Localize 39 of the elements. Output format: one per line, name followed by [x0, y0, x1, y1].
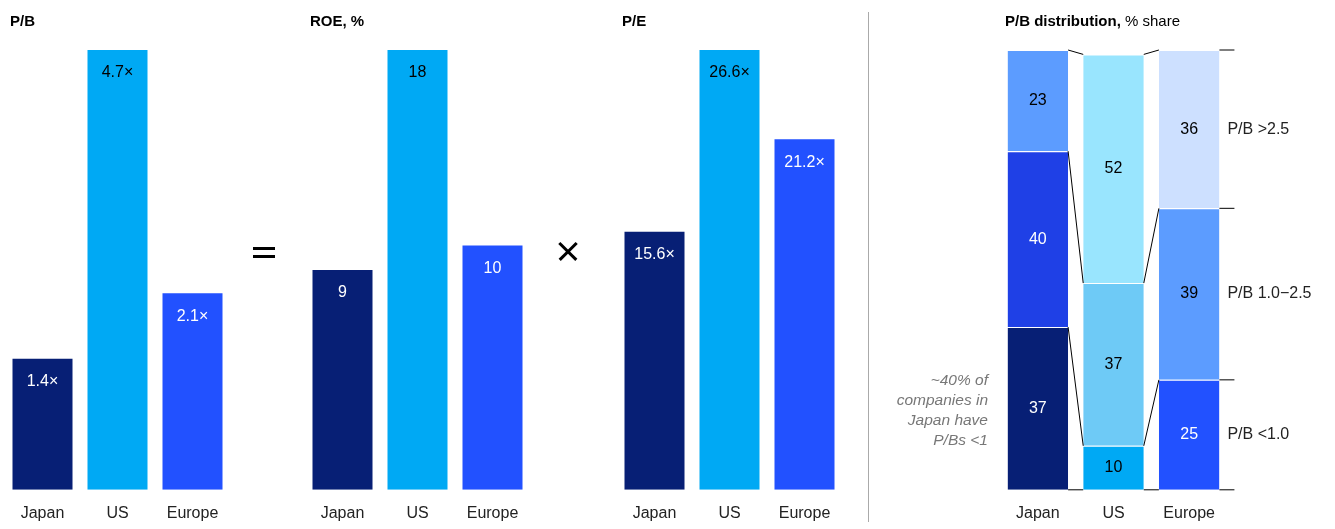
- data-label: 4.7×: [101, 63, 134, 81]
- data-label: 36: [1180, 119, 1199, 137]
- x-tick-label: US: [718, 503, 741, 521]
- x-tick-label: US: [406, 503, 429, 521]
- data-label: 39: [1180, 284, 1199, 302]
- series-label: P/B <1.0: [1227, 425, 1290, 443]
- chart-title: ROE, %: [310, 12, 365, 29]
- chart-title: P/E: [622, 12, 647, 29]
- data-label: 10: [483, 258, 502, 276]
- data-label: 9: [338, 283, 348, 301]
- data-label: 23: [1028, 90, 1047, 108]
- x-tick-label: Europe: [466, 503, 519, 521]
- chart-subtitle: % share: [1125, 12, 1181, 29]
- data-label: 37: [1104, 354, 1123, 372]
- text: ~40% of companies in Japan have P/Bs <1: [895, 370, 988, 450]
- data-label: 18: [408, 63, 427, 81]
- data-label: 21.2×: [784, 152, 825, 170]
- data-label: 25: [1180, 425, 1199, 443]
- x-tick-label: Europe: [1163, 503, 1216, 521]
- data-label: 10: [1104, 458, 1123, 476]
- x-tick-label: Europe: [166, 503, 219, 521]
- x-tick-label: Japan: [632, 503, 677, 521]
- chart-title: P/B distribution,: [1005, 12, 1121, 29]
- x-tick-label: US: [1102, 503, 1125, 521]
- data-label: 37: [1028, 398, 1047, 416]
- x-tick-label: Japan: [320, 503, 365, 521]
- data-label: 2.1×: [176, 306, 209, 324]
- chart-title: P/B: [10, 12, 36, 29]
- data-label: 52: [1104, 159, 1123, 177]
- data-label: 40: [1028, 229, 1047, 247]
- x-tick-label: US: [106, 503, 129, 521]
- x-tick-label: Japan: [1016, 503, 1060, 521]
- series-label: P/B 1.0−2.5: [1227, 284, 1312, 302]
- series-label: P/B >2.5: [1227, 119, 1290, 137]
- x-tick-label: Europe: [778, 503, 831, 521]
- data-label: 15.6×: [634, 245, 675, 263]
- data-label: 26.6×: [709, 63, 750, 81]
- x-tick-label: Japan: [20, 503, 65, 521]
- data-label: 1.4×: [26, 372, 59, 390]
